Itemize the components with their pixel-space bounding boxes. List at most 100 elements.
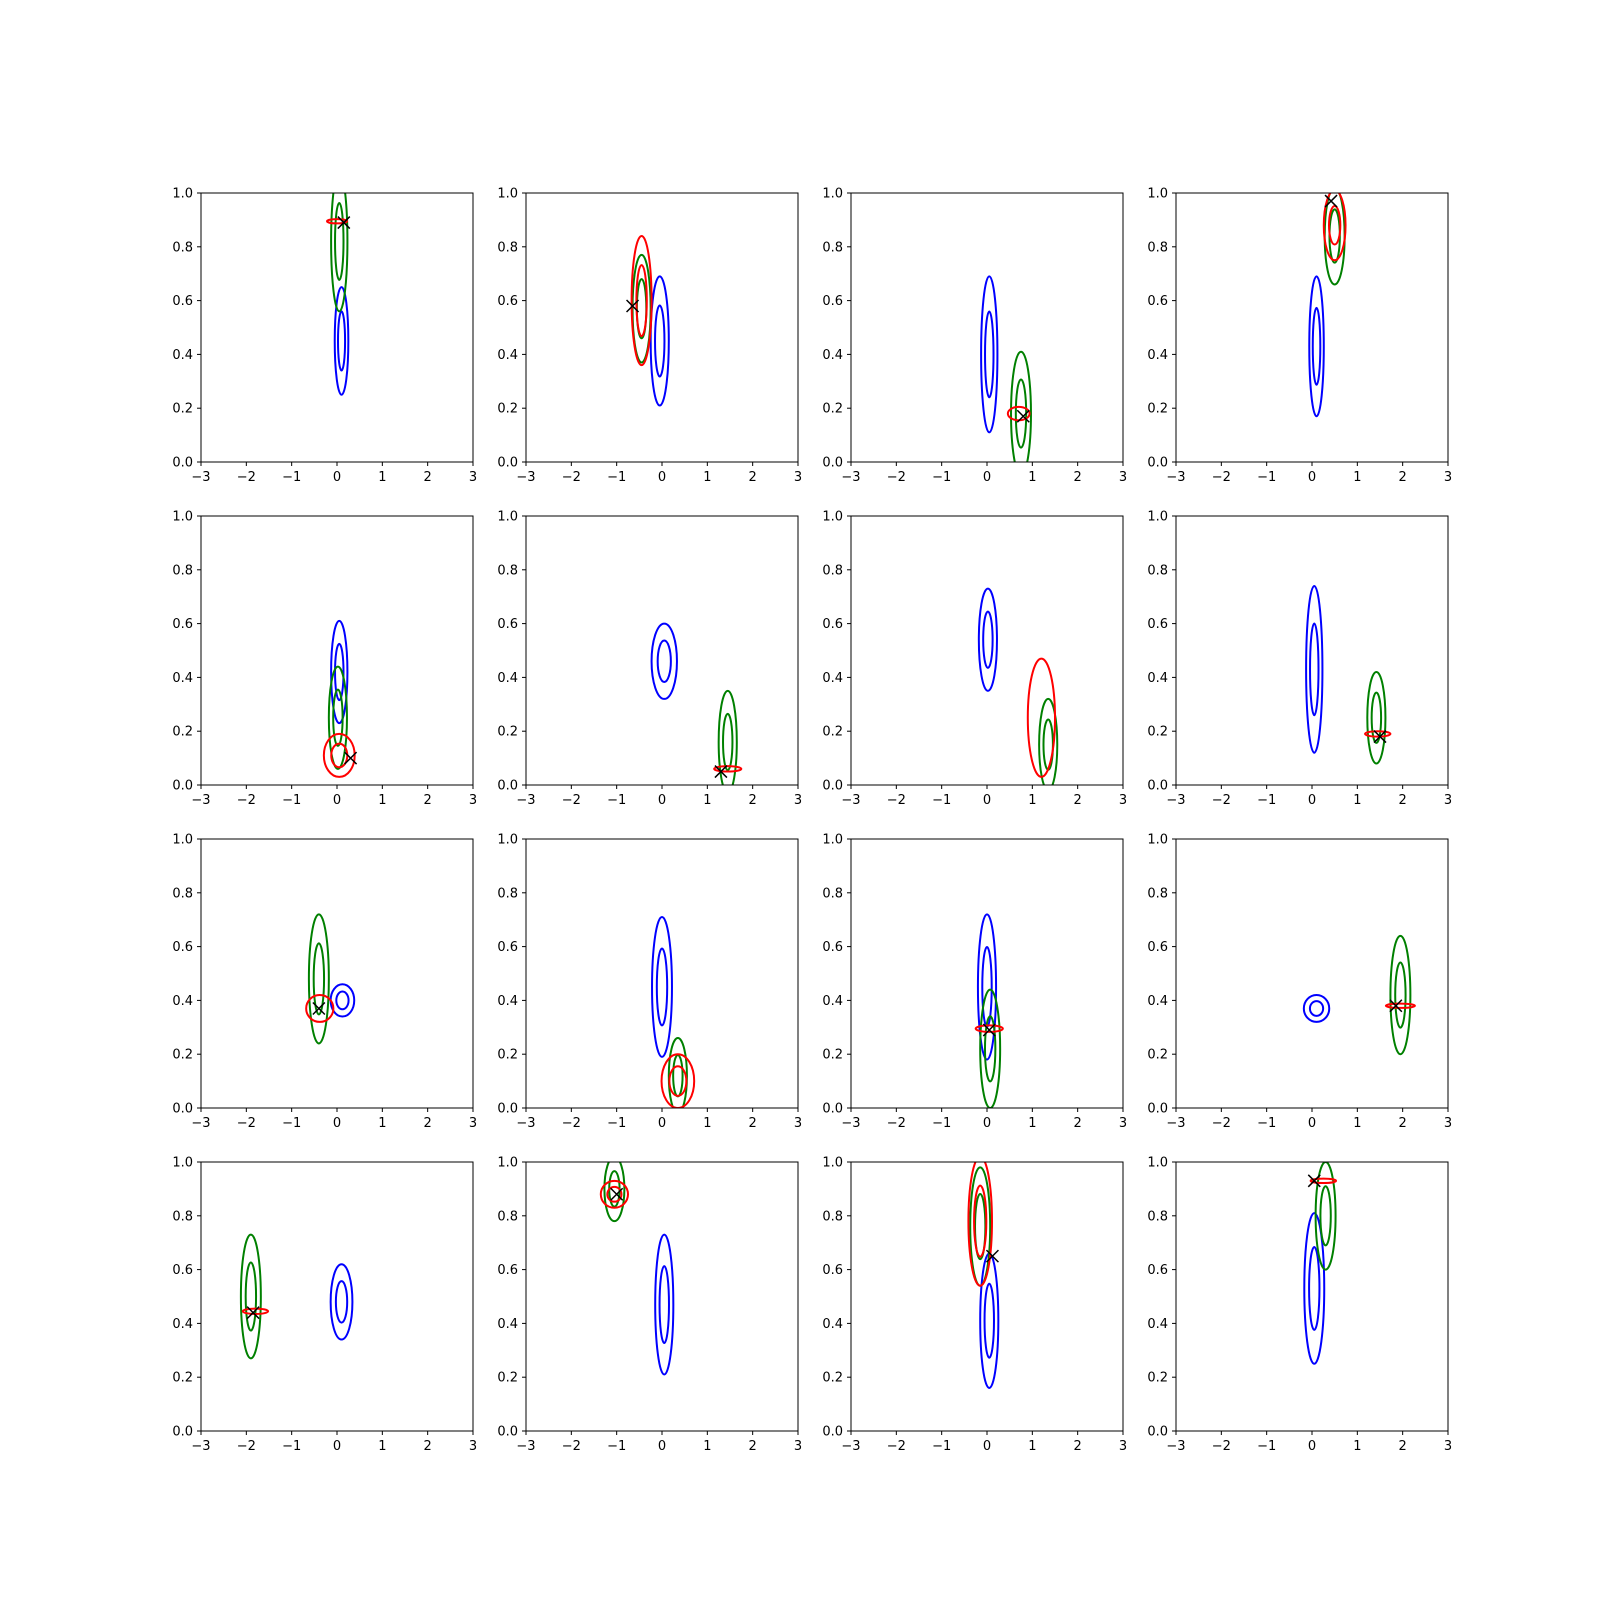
y-tick-label: 1.0 — [172, 187, 193, 202]
x-tick-label: 2 — [1074, 1439, 1082, 1454]
plot-area — [1303, 1162, 1338, 1365]
x-tick-label: 1 — [703, 793, 711, 808]
plot-area — [651, 916, 696, 1108]
x-tick-label: 0 — [333, 793, 341, 808]
subplot-4-2: −3 −2 −1 0 1 2 3 0.0 0.2 0.4 0.6 0.8 1.0 — [497, 1156, 802, 1455]
x-tick-label: −3 — [841, 470, 860, 485]
subplot-4-3: −3 −2 −1 0 1 2 3 0.0 0.2 0.4 0.6 0.8 1.0 — [822, 1156, 1127, 1455]
x-tick-label: 1 — [1028, 793, 1036, 808]
x-tick-label: −3 — [1166, 1439, 1185, 1454]
y-tick-label: 0.8 — [172, 1209, 193, 1224]
plot-area — [305, 913, 356, 1045]
x-tick-label: −3 — [516, 1439, 535, 1454]
red-contour-outer — [305, 994, 335, 1023]
true-value-marker — [1373, 730, 1387, 744]
true-value-marker — [626, 299, 640, 313]
subplot-3-1: −3 −2 −1 0 1 2 3 0.0 0.2 0.4 0.6 0.8 1.0 — [172, 833, 477, 1132]
y-tick-label: 0.6 — [822, 1263, 843, 1278]
green-contour-inner — [1328, 208, 1341, 264]
x-tick-label: 2 — [1074, 1116, 1082, 1131]
y-tick-label: 0.2 — [172, 1048, 193, 1063]
y-tick-label: 0.4 — [172, 1317, 193, 1332]
y-tick-label: 1.0 — [497, 1156, 518, 1171]
true-value-marker — [982, 1023, 996, 1037]
y-tick-label: 0.0 — [1147, 456, 1168, 471]
true-value-marker — [246, 1306, 260, 1320]
y-tick-label: 0.2 — [822, 1371, 843, 1386]
blue-contour-inner — [982, 610, 994, 669]
x-tick-label: 3 — [1119, 793, 1127, 808]
green-contour-outer — [1389, 934, 1412, 1056]
y-tick-label: 1.0 — [497, 833, 518, 848]
subplot-grid: −3 −2 −1 0 1 2 3 0.0 0.2 0.4 0.6 0.8 1.0 −3 −2 −1 0 1 2 3 0.… — [172, 187, 1452, 1455]
x-tick-label: 2 — [424, 1439, 432, 1454]
y-tick-label: 0.8 — [1147, 886, 1168, 901]
blue-contour-outer — [333, 286, 350, 396]
plot-area — [977, 587, 1059, 785]
x-tick-label: 3 — [469, 1116, 477, 1131]
blue-contour-inner — [335, 990, 350, 1011]
x-tick-label: 2 — [1399, 1439, 1407, 1454]
y-tick-label: 0.6 — [172, 1263, 193, 1278]
x-tick-label: 1 — [1028, 1439, 1036, 1454]
x-tick-label: −3 — [191, 470, 210, 485]
green-contour-inner — [1370, 691, 1383, 744]
axes-frame — [525, 1161, 799, 1432]
plot-area — [326, 193, 350, 396]
y-tick-label: 0.6 — [1147, 940, 1168, 955]
y-tick-label: 0.2 — [497, 1048, 518, 1063]
subplot-3-2: −3 −2 −1 0 1 2 3 0.0 0.2 0.4 0.6 0.8 1.0 — [497, 833, 802, 1132]
x-tick-label: 1 — [1028, 470, 1036, 485]
x-tick-label: −1 — [932, 1116, 951, 1131]
x-tick-label: 0 — [658, 793, 666, 808]
x-tick-label: 1 — [1353, 793, 1361, 808]
green-contour-inner — [983, 1015, 997, 1083]
green-contour-outer — [1010, 350, 1032, 462]
true-value-marker — [337, 216, 351, 230]
blue-contour-inner — [655, 947, 669, 1027]
blue-contour-outer — [329, 1263, 354, 1341]
plot-area — [980, 275, 1032, 462]
y-tick-label: 0.0 — [172, 1102, 193, 1117]
subplot-1-3: −3 −2 −1 0 1 2 3 0.0 0.2 0.4 0.6 0.8 1.0 — [822, 187, 1127, 486]
axes-frame — [1175, 515, 1449, 786]
y-tick-label: 1.0 — [1147, 1156, 1168, 1171]
green-contour-outer — [327, 665, 348, 770]
y-tick-label: 0.8 — [172, 563, 193, 578]
y-tick-label: 0.0 — [1147, 1102, 1168, 1117]
x-tick-label: 2 — [424, 1116, 432, 1131]
blue-contour-inner — [981, 946, 993, 1028]
y-tick-label: 0.0 — [497, 456, 518, 471]
blue-contour-outer — [980, 275, 999, 434]
subplot-1-1: −3 −2 −1 0 1 2 3 0.0 0.2 0.4 0.6 0.8 1.0 — [172, 187, 477, 486]
red-contour-inner — [635, 264, 648, 338]
axes-frame — [850, 1161, 1124, 1432]
red-contour-outer — [322, 732, 356, 778]
x-tick-label: 3 — [1444, 1439, 1452, 1454]
green-contour-inner — [332, 688, 344, 747]
red-contour-outer — [1364, 730, 1392, 738]
y-tick-label: 0.0 — [172, 779, 193, 794]
green-contour-outer — [330, 193, 349, 313]
subplot-3-3: −3 −2 −1 0 1 2 3 0.0 0.2 0.4 0.6 0.8 1.0 — [822, 833, 1127, 1132]
y-tick-label: 1.0 — [497, 510, 518, 525]
y-tick-label: 0.4 — [1147, 348, 1168, 363]
blue-contour-outer — [330, 619, 349, 725]
blue-contour-outer — [650, 622, 678, 700]
true-value-marker — [1389, 999, 1403, 1013]
y-tick-label: 0.2 — [822, 725, 843, 740]
axes-frame — [1175, 838, 1449, 1109]
y-tick-label: 0.4 — [172, 994, 193, 1009]
green-contour-outer — [717, 689, 738, 785]
red-contour-outer — [1026, 657, 1057, 778]
red-contour-outer — [713, 765, 743, 773]
x-tick-label: −1 — [282, 470, 301, 485]
x-tick-label: −1 — [607, 1439, 626, 1454]
x-tick-label: −2 — [562, 1439, 581, 1454]
y-tick-label: 0.4 — [172, 348, 193, 363]
y-tick-label: 0.8 — [172, 886, 193, 901]
y-tick-label: 0.8 — [822, 563, 843, 578]
subplot-4-1: −3 −2 −1 0 1 2 3 0.0 0.2 0.4 0.6 0.8 1.0 — [172, 1156, 477, 1455]
x-tick-label: 1 — [1353, 1116, 1361, 1131]
